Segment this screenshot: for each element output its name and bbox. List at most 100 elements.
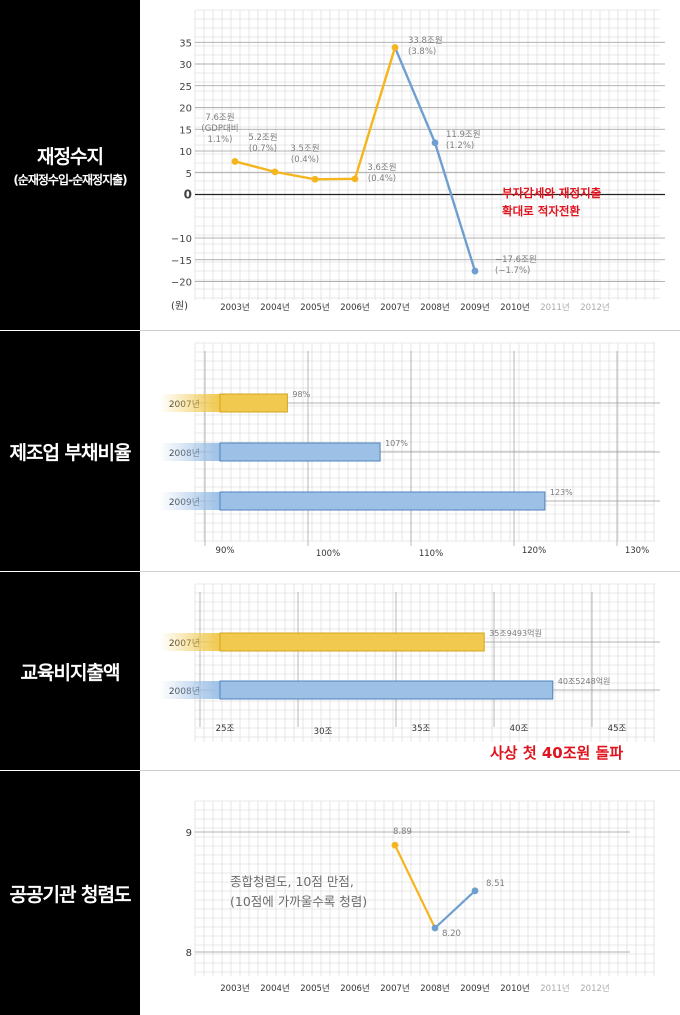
data-point [311,175,319,183]
y-tick-label: 9 [186,828,192,839]
x-tick-label: 35조 [412,724,431,734]
x-tick-label: 2003년 [220,302,249,313]
data-label: 7.6조원 (GDP대비 1.1%) [201,113,238,145]
data-label: 123% [550,488,573,497]
bar [219,632,485,652]
bar-fade [160,681,220,699]
data-point [431,139,439,147]
x-tick-label: 100% [316,549,340,559]
education-spending-chart: 25조30조35조40조45조2007년35조9493억원2008년40조524… [160,583,660,762]
series-line [393,47,477,272]
x-tick-label: 2004년 [260,302,289,313]
x-tick-label: 2012년 [580,983,609,994]
integrity-chart: 9 8 2003년 2004년 2005년 2006년 2007년 2008년 2009년 201… [186,800,655,994]
annotation-text: 종합청렴도, 10점 만점, (10점에 가까울수록 청렴) [230,874,367,909]
x-tick-label: 2005년 [300,302,329,313]
y-tick-label: 25 [179,82,192,93]
bar [219,442,381,462]
x-tick-label: 2008년 [420,983,449,994]
data-label: 8.20 [442,929,461,939]
data-label: 107% [385,439,408,448]
data-label: 98% [292,390,310,399]
data-point [431,924,439,932]
data-label: 35조9493억원 [489,628,542,638]
bar-fade [160,492,220,510]
data-label: −17.6조원 (−1.7%) [495,255,537,276]
panel-title: 제조업 부채비율 [9,441,132,464]
divider [140,571,680,572]
x-tick-label: 2010년 [500,983,529,994]
x-tick-label: 110% [419,549,443,559]
data-label: 40조5248억원 [558,676,611,686]
y-tick-label: 35 [179,38,192,49]
annotation-text: 사상 첫 40조원 돌파 [490,744,623,762]
data-label: 3.6조원 (0.4%) [367,163,396,184]
x-tick-label: 2007년 [380,302,409,313]
x-tick-label: 30조 [314,727,333,737]
bar-fade [160,633,220,651]
y-tick-label: 0 [184,188,192,202]
fiscal-balance-chart: 35 30 25 20 15 10 5 0 −10 −15 −20 (원) 2003년 2004년 2005… [171,9,665,313]
x-tick-label: 2008년 [420,302,449,313]
debt-ratio-chart: 90%100%110%120%130%2007년98%2008년107%2009… [160,342,660,559]
y-tick-label: −15 [171,256,192,267]
x-tick-label: 120% [522,546,546,556]
y-axis-label: (원) [171,300,188,312]
series-line [394,844,436,929]
panel-subtitle: (순재정수입-순재정지출) [13,173,127,187]
panel-title-block: 공공기관 청렴도 [0,771,140,1015]
x-tick-label: 90% [216,546,235,556]
data-point [391,841,399,849]
y-tick-label: 5 [186,169,192,180]
x-tick-label: 45조 [608,724,627,734]
panel-title: 재정수지 [37,146,104,168]
data-point [351,175,359,183]
annotation-text: 부자감세와 재정지출 확대로 적자전환 [502,186,602,218]
divider [140,770,680,771]
x-tick-label: 2010년 [500,302,529,313]
data-point [231,158,239,165]
x-tick-label: 2011년 [540,302,569,313]
bar [219,491,546,511]
x-tick-label: 2011년 [540,983,569,994]
x-tick-label: 40조 [510,724,529,734]
data-label: 8.51 [486,879,505,889]
x-tick-label: 2012년 [580,302,609,313]
x-tick-label: 2005년 [300,983,329,994]
bar [219,393,288,413]
panel-integrity: 공공기관 청렴도 9 8 2003년 2004년 2005년 2006년 2007년 2008… [0,771,680,1015]
x-tick-label: 2009년 [460,302,489,313]
data-point [391,44,399,51]
panel-title: 공공기관 청렴도 [9,883,132,906]
y-tick-label: −20 [171,278,192,289]
data-label: 5.2조원 (0.7%) [248,133,277,154]
bar-fade [160,443,220,461]
x-tick-label: 2006년 [340,302,369,313]
data-label: 33.8조원 (3.8%) [408,36,443,57]
series-line [434,889,476,929]
y-tick-label: −10 [171,234,192,245]
x-tick-label: 2003년 [220,983,249,994]
data-label: 11.9조원 (1.2%) [446,130,481,151]
x-tick-label: 2004년 [260,983,289,994]
panel-education-spending: 교육비지출액 25조30조35조40조45조2007년35조9493억원2008… [0,572,680,770]
data-point [471,887,479,895]
panel-fiscal-balance: 재정수지 (순재정수입-순재정지출) 35 30 25 20 15 10 5 0 −10 −15 −… [0,0,680,330]
panel-title: 교육비지출액 [20,661,121,684]
panel-title-block: 제조업 부채비율 [0,331,140,571]
x-tick-label: 25조 [216,724,235,734]
x-tick-label: 2007년 [380,983,409,994]
bar-fade [160,394,220,412]
data-label: 3.5조원 (0.4%) [290,144,319,165]
y-tick-label: 15 [179,125,192,136]
y-tick-label: 10 [179,147,192,158]
divider [140,330,680,331]
data-label: 8.89 [393,827,412,837]
y-tick-label: 20 [179,104,192,115]
panel-title-block: 재정수지 (순재정수입-순재정지출) [0,0,140,330]
panel-debt-ratio: 제조업 부채비율 90%100%110%120%130%2007년98%2008… [0,331,680,571]
data-point [271,168,279,176]
x-tick-label: 2006년 [340,983,369,994]
y-tick-label: 30 [179,60,192,71]
x-tick-label: 2009년 [460,983,489,994]
